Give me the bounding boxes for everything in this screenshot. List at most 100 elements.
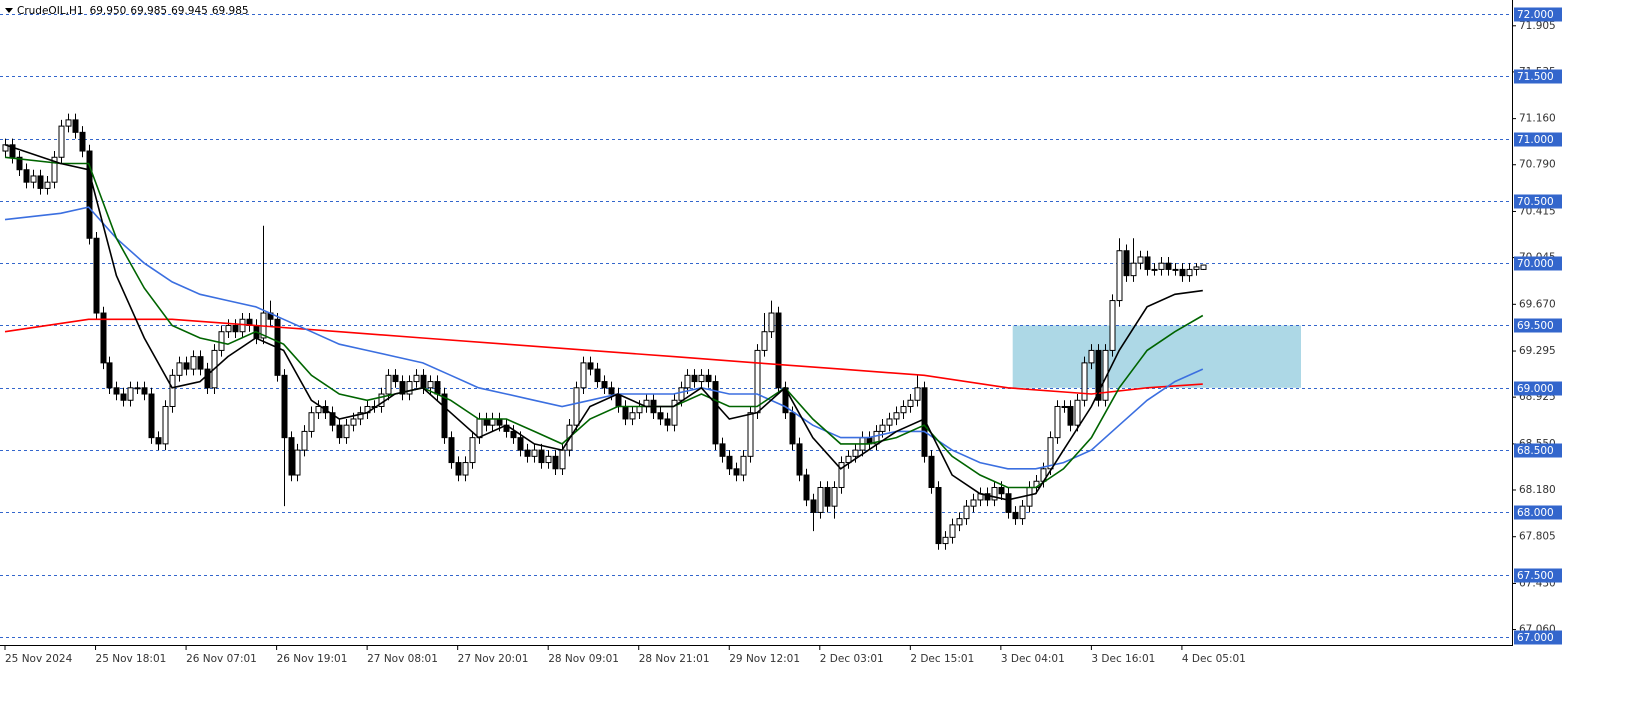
candle-body (817, 486, 824, 513)
candle-body (385, 374, 392, 395)
candle-body (1054, 405, 1061, 439)
candle-body (1130, 262, 1137, 277)
candle-body (315, 405, 322, 414)
candle-body (636, 405, 643, 414)
candle-body (935, 486, 942, 545)
x-tick-label: 2 Dec 15:01 (910, 653, 974, 665)
candle-body (740, 455, 747, 476)
level-label: 69.000 (1517, 383, 1554, 395)
candle-body (845, 455, 852, 464)
close: 69.985 (212, 5, 249, 17)
candle-body (51, 156, 58, 183)
candle-body (413, 374, 420, 383)
high: 69.985 (130, 5, 167, 17)
candle-body (914, 387, 921, 401)
candle-body (72, 119, 79, 133)
candle-body (991, 486, 998, 501)
x-tick-label: 27 Nov 08:01 (367, 653, 438, 665)
candle-body (58, 125, 65, 158)
x-tick-label: 26 Nov 07:01 (186, 653, 257, 665)
candle-body (1158, 262, 1165, 270)
candle-body (427, 381, 434, 389)
y-tick-label: 69.295 (1519, 345, 1556, 357)
candle-body (1179, 268, 1186, 277)
candle-body (232, 324, 239, 333)
candle-body (538, 449, 545, 464)
candle-body (838, 462, 845, 488)
candle-body (684, 374, 691, 389)
candle-body (1137, 256, 1144, 264)
x-tick-label: 28 Nov 21:01 (639, 653, 710, 665)
candle-body (657, 412, 664, 420)
candle-body (852, 449, 859, 457)
level-label-box (1514, 194, 1562, 209)
level-label: 69.500 (1517, 320, 1554, 332)
candle-body (357, 412, 364, 420)
x-tick-label: 25 Nov 2024 (5, 653, 73, 665)
candle-body (1144, 256, 1151, 270)
candle-body (148, 393, 155, 439)
candle-body (30, 175, 37, 183)
candle-body (1019, 505, 1026, 520)
candle-body (79, 131, 86, 152)
x-tick-label: 29 Nov 12:01 (729, 653, 800, 665)
candle-body (343, 424, 350, 439)
candle-body (664, 418, 671, 426)
x-tick-label: 3 Dec 16:01 (1091, 653, 1155, 665)
zone (1012, 325, 1301, 388)
candle-body (455, 462, 462, 476)
candle-body (106, 362, 113, 389)
candle-body (942, 536, 949, 545)
moving-average (4, 144, 1203, 501)
level-label: 71.500 (1517, 71, 1554, 83)
candle-body (1151, 268, 1158, 271)
candle-body (155, 437, 162, 445)
candle-body (886, 418, 893, 426)
moving-average (4, 318, 1203, 395)
candle-body (622, 405, 629, 420)
candle-body (1102, 349, 1109, 401)
candle-body (594, 368, 601, 383)
plot-area (0, 14, 1512, 638)
level-label: 67.000 (1517, 632, 1554, 644)
candle-body (629, 412, 636, 420)
candle-body (16, 156, 23, 171)
open: 69.950 (90, 5, 127, 17)
level-label: 68.500 (1517, 445, 1554, 457)
candle-body (197, 356, 204, 370)
candle-body (406, 381, 413, 395)
x-tick-label: 25 Nov 18:01 (96, 653, 167, 665)
candle-body (65, 119, 72, 127)
candle-body (803, 474, 810, 501)
candle-body (1081, 362, 1088, 401)
x-tick-label: 4 Dec 05:01 (1182, 653, 1246, 665)
candle-body (1012, 511, 1019, 520)
candle-body (1026, 486, 1033, 507)
candle-body (691, 374, 698, 383)
candle-body (162, 405, 169, 445)
candle-body (517, 437, 524, 451)
candle-body (399, 381, 406, 395)
level-label: 70.000 (1517, 258, 1554, 270)
low: 69.945 (171, 5, 208, 17)
candle-body (733, 468, 740, 476)
candle-body (1088, 349, 1095, 364)
candle-body (1165, 262, 1172, 270)
candle-body (120, 393, 127, 401)
candle-body (93, 237, 100, 314)
candle-body (489, 418, 496, 426)
candle-body (747, 412, 754, 457)
candle-body (420, 374, 427, 389)
candle-body (956, 518, 963, 526)
candle-body (37, 175, 44, 189)
candle-body (336, 424, 343, 439)
level-label-box (1514, 69, 1562, 84)
candle-body (893, 412, 900, 420)
candle-body (587, 362, 594, 370)
candle-body (441, 393, 448, 439)
candle-body (705, 374, 712, 383)
x-tick-label: 26 Nov 19:01 (277, 653, 348, 665)
candle-body (183, 362, 190, 370)
